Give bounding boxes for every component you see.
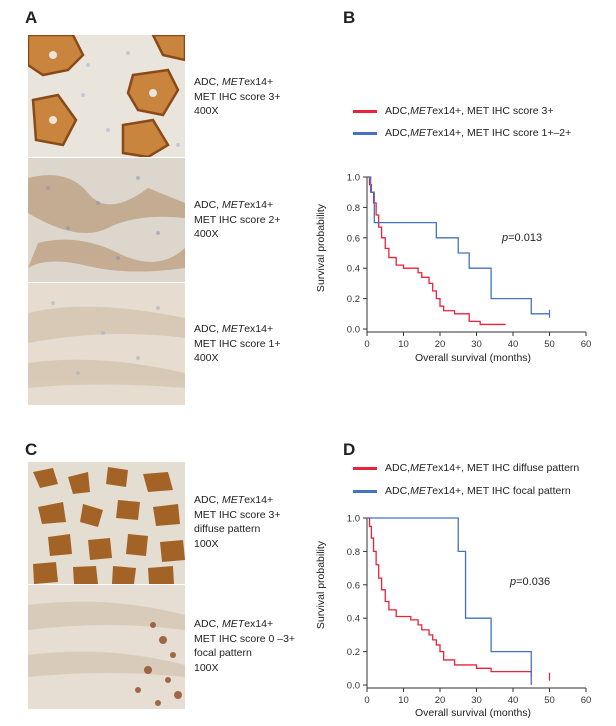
x-tick-label: 40 [508, 339, 519, 350]
y-tick-label: 0.6 [347, 580, 360, 591]
y-tick-label: 1.0 [347, 514, 360, 525]
x-tick-label: 10 [398, 695, 409, 706]
x-tick-label: 10 [398, 339, 409, 350]
panel-letter-a: A [25, 8, 38, 27]
panel-letter-c: C [25, 440, 38, 459]
caption-c-focal: ADC, METex14+ MET IHC score 0 –3+ focal … [194, 618, 296, 674]
y-tick-label: 0.8 [347, 547, 360, 558]
caption-a-score1: ADC, METex14+ MET IHC score 1+ 400X [194, 323, 281, 364]
km-chart-b: Survival probability Overall survival (m… [315, 173, 592, 365]
y-tick-label: 0.4 [347, 264, 360, 275]
km-curve-series-1 [367, 517, 532, 685]
p-value-label: p=0.013 [501, 232, 542, 244]
km-chart-d: Survival probability Overall survival (m… [315, 514, 592, 720]
legend-b-item-0: ADC, MET ex14+, MET IHC score 3+ [353, 105, 553, 117]
y-tick-label: 0.0 [347, 681, 360, 692]
legend-d-swatch-1 [353, 489, 377, 493]
panel-letter-b: B [343, 8, 356, 27]
x-tick-label: 30 [471, 695, 482, 706]
caption-c-diffuse: ADC, METex14+ MET IHC score 3+ diffuse p… [194, 494, 281, 550]
caption-a-score2: ADC, METex14+ MET IHC score 2+ 400X [194, 199, 281, 240]
x-tick-label: 0 [364, 695, 369, 706]
micrograph-a-score1 [28, 283, 185, 405]
micrograph-c-diffuse [28, 462, 185, 584]
y-tick-label: 1.0 [347, 173, 360, 184]
x-tick-label: 50 [544, 695, 555, 706]
km-curve-series-0 [367, 517, 532, 677]
y-axis-title: Survival probability [315, 203, 327, 292]
y-tick-label: 0.2 [347, 294, 360, 305]
legend-b-swatch-1 [353, 131, 377, 135]
x-tick-label: 0 [364, 339, 369, 350]
x-tick-label: 20 [435, 695, 446, 706]
caption-a-score3: ADC, METex14+ MET IHC score 3+ 400X [194, 76, 281, 117]
x-tick-label: 40 [508, 695, 519, 706]
y-tick-label: 0.8 [347, 203, 360, 214]
y-tick-label: 0.6 [347, 233, 360, 244]
y-axis-title: Survival probability [315, 540, 327, 629]
x-tick-label: 60 [581, 339, 592, 350]
x-tick-label: 60 [581, 695, 592, 706]
y-tick-label: 0.4 [347, 614, 360, 625]
x-tick-label: 30 [471, 339, 482, 350]
micrograph-a-score3 [28, 35, 185, 157]
km-curve-series-0 [367, 176, 506, 326]
p-value-label: p=0.036 [509, 576, 550, 588]
legend-b-swatch-0 [353, 109, 377, 113]
legend-d-item-0: ADC, MET ex14+, MET IHC diffuse pattern [353, 462, 579, 474]
y-tick-label: 0.2 [347, 647, 360, 658]
x-axis-title: Overall survival (months) [415, 352, 531, 364]
micrograph-a-score2 [28, 158, 185, 282]
x-axis-title: Overall survival (months) [415, 707, 531, 719]
legend-b-item-1: ADC, MET ex14+, MET IHC score 1+–2+ [353, 127, 571, 139]
y-tick-label: 0.0 [347, 325, 360, 336]
x-tick-label: 20 [435, 339, 446, 350]
legend-d-item-1: ADC, MET ex14+, MET IHC focal pattern [353, 485, 571, 497]
micrograph-c-focal [28, 585, 185, 709]
legend-d-swatch-0 [353, 466, 377, 470]
panel-letter-d: D [343, 440, 356, 459]
x-tick-label: 50 [544, 339, 555, 350]
km-curve-series-1 [367, 176, 550, 315]
